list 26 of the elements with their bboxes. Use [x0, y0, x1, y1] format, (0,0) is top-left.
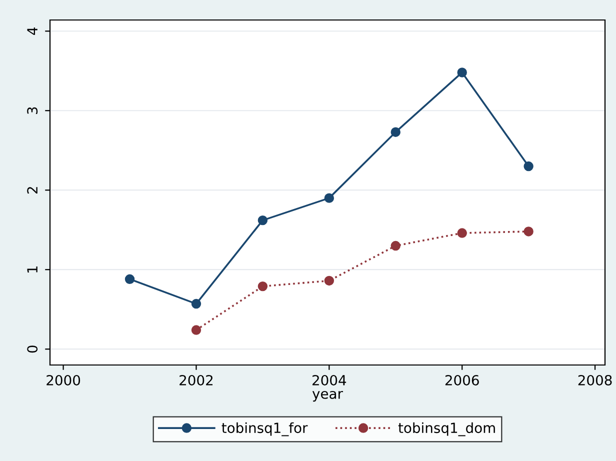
point [524, 161, 534, 172]
y-tick-label: 1 [27, 266, 38, 272]
x-axis-title: year [312, 390, 343, 402]
point [191, 325, 202, 335]
point [324, 193, 334, 203]
y-tick-label: 4 [27, 27, 38, 35]
point [324, 276, 334, 286]
legend-label: tobinsq1_dom [398, 422, 495, 436]
x-tick-label: 2000 [46, 374, 80, 386]
point [457, 228, 467, 238]
point [124, 274, 135, 284]
x-tick-label: 2008 [578, 374, 612, 386]
point [457, 68, 467, 78]
point [390, 127, 400, 137]
x-tick-label: 2004 [312, 374, 346, 386]
point [258, 215, 268, 226]
point [390, 240, 400, 251]
legend-label: tobinsq1_for [222, 422, 308, 436]
point [258, 281, 268, 292]
point [524, 226, 534, 236]
y-tick-label: 3 [27, 107, 38, 114]
y-tick-label: 2 [27, 187, 38, 194]
point [191, 298, 202, 309]
x-tick-label: 2002 [180, 374, 213, 386]
y-tick-label: 0 [27, 346, 38, 353]
x-tick-label: 2006 [445, 374, 479, 386]
